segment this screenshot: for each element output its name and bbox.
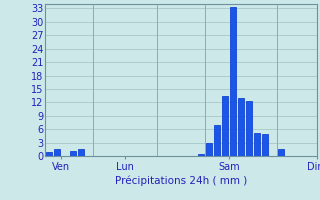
Bar [254,133,260,156]
Bar [46,152,52,156]
Bar [214,125,220,156]
Bar [278,149,284,156]
Bar [78,149,84,156]
X-axis label: Précipitations 24h ( mm ): Précipitations 24h ( mm ) [115,176,247,186]
Bar [238,98,244,156]
Bar [54,149,60,156]
Bar [246,101,252,156]
Bar [70,151,76,156]
Bar [206,143,212,156]
Bar [230,7,236,156]
Bar [262,134,268,156]
Bar [222,96,228,156]
Bar [198,154,204,156]
